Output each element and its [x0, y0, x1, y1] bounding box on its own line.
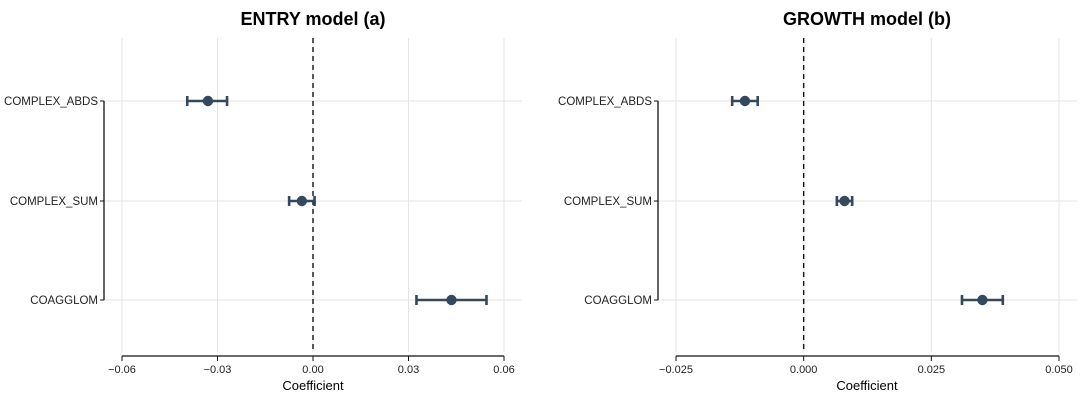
estimate-point [202, 95, 214, 107]
estimate-point [977, 294, 988, 306]
category-label: COMPLEX_SUM [564, 196, 652, 208]
entry-model-panel: ENTRY model (a) Coefficient −0.06 −0.03 0.… [4, 9, 522, 393]
x-tick-label: 0.06 [493, 364, 514, 376]
x-tick-label: 0.050 [1045, 364, 1073, 376]
category-label: COMPLEX_ABDS [558, 96, 652, 108]
x-tick-label: 0.03 [398, 364, 419, 376]
category-label: COMPLEX_SUM [10, 196, 98, 208]
grid [658, 38, 1077, 352]
x-tick-label: −0.025 [659, 364, 693, 376]
estimate-point [839, 195, 850, 207]
category-label: COMPLEX_ABDS [4, 96, 98, 108]
x-tick-label: −0.06 [108, 364, 136, 376]
x-tick-label: −0.03 [204, 364, 232, 376]
x-tick-label: 0.000 [790, 364, 818, 376]
category-label: COAGGLOM [584, 295, 652, 307]
growth-model-panel: GROWTH model (b) Coefficient −0.025 0.000… [558, 9, 1077, 393]
panel-title: ENTRY model (a) [240, 9, 385, 29]
estimate-point [446, 294, 457, 306]
estimate-point [296, 195, 308, 207]
x-tick-label: 0.00 [302, 364, 323, 376]
panel-title: GROWTH model (b) [783, 9, 951, 29]
estimate-point [739, 95, 751, 107]
x-axis-title: Coefficient [282, 378, 344, 393]
category-label: COAGGLOM [30, 295, 98, 307]
x-tick-label: 0.025 [918, 364, 946, 376]
x-axis-title: Coefficient [836, 378, 898, 393]
